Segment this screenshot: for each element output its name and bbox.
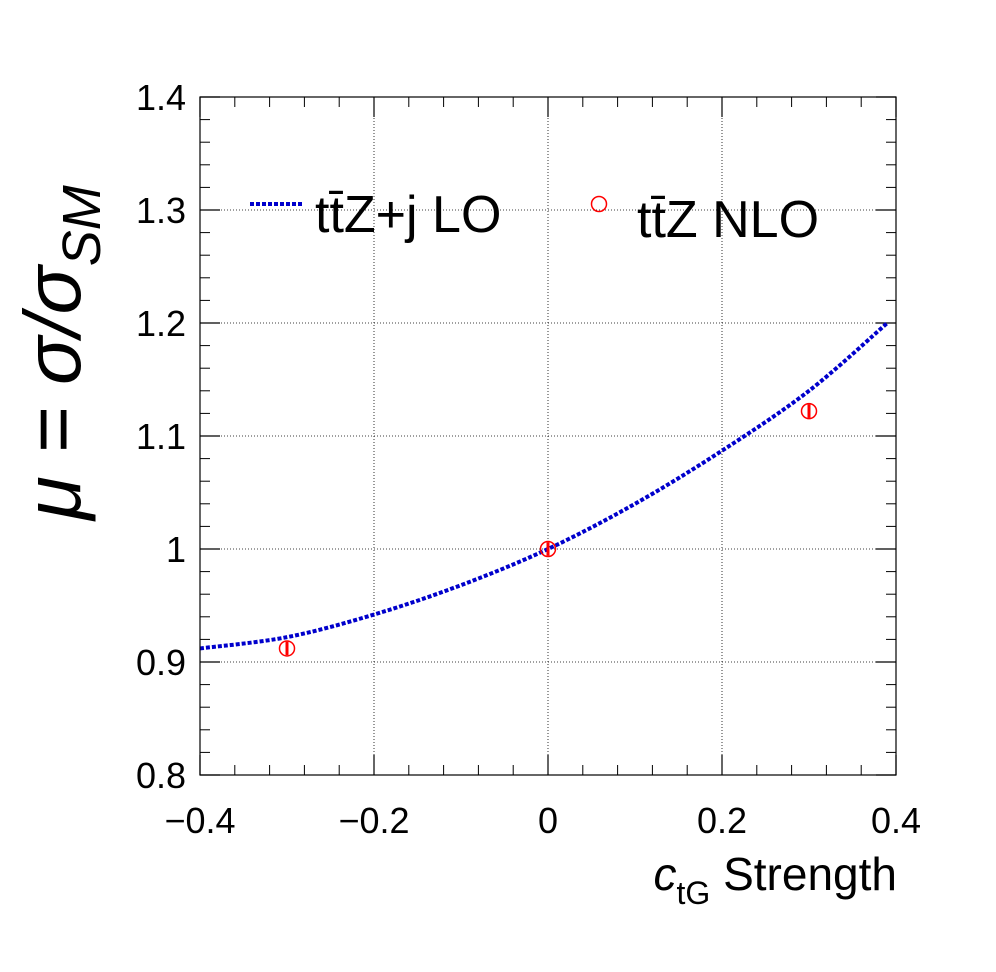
nlo-point [278, 640, 296, 657]
y-axis-title: μ = σ/σSM [8, 185, 112, 522]
legend-nlo-label: tt̄Z NLO [637, 191, 819, 249]
y-tick-label: 1.4 [136, 77, 186, 118]
nlo-series [278, 402, 818, 657]
legend: tt̄Z+j LO tt̄Z NLO [250, 186, 819, 249]
x-tick-label: 0.4 [871, 800, 921, 841]
x-tick-label: 0 [538, 800, 558, 841]
x-tick-labels: −0.4 −0.2 0 0.2 0.4 [164, 800, 921, 841]
lo-series [199, 321, 889, 651]
nlo-marker [800, 402, 818, 420]
y-tick-label: 1.2 [136, 303, 186, 344]
y-tick-label: 0.8 [136, 755, 186, 796]
lo-curve-line [199, 321, 889, 651]
y-tick-label: 1.3 [136, 190, 186, 231]
x-tick-label: 0.2 [697, 800, 747, 841]
x-tick-label: −0.2 [338, 800, 409, 841]
y-tick-label: 1.1 [136, 416, 186, 457]
legend-lo-label: tt̄Z+j LO [315, 186, 501, 244]
y-tick-label: 1 [166, 529, 186, 570]
legend-nlo-swatch [590, 195, 608, 213]
nlo-marker [278, 640, 296, 657]
nlo-point [539, 540, 557, 558]
plot-frame [199, 96, 897, 776]
nlo-marker [539, 540, 557, 558]
x-tick-label: −0.4 [164, 800, 235, 841]
nlo-point [800, 402, 818, 420]
y-tick-labels: 0.8 0.9 1 1.1 1.2 1.3 1.4 [136, 77, 186, 796]
x-axis-title: ctG Strength [654, 848, 897, 911]
y-tick-label: 0.9 [136, 642, 186, 683]
